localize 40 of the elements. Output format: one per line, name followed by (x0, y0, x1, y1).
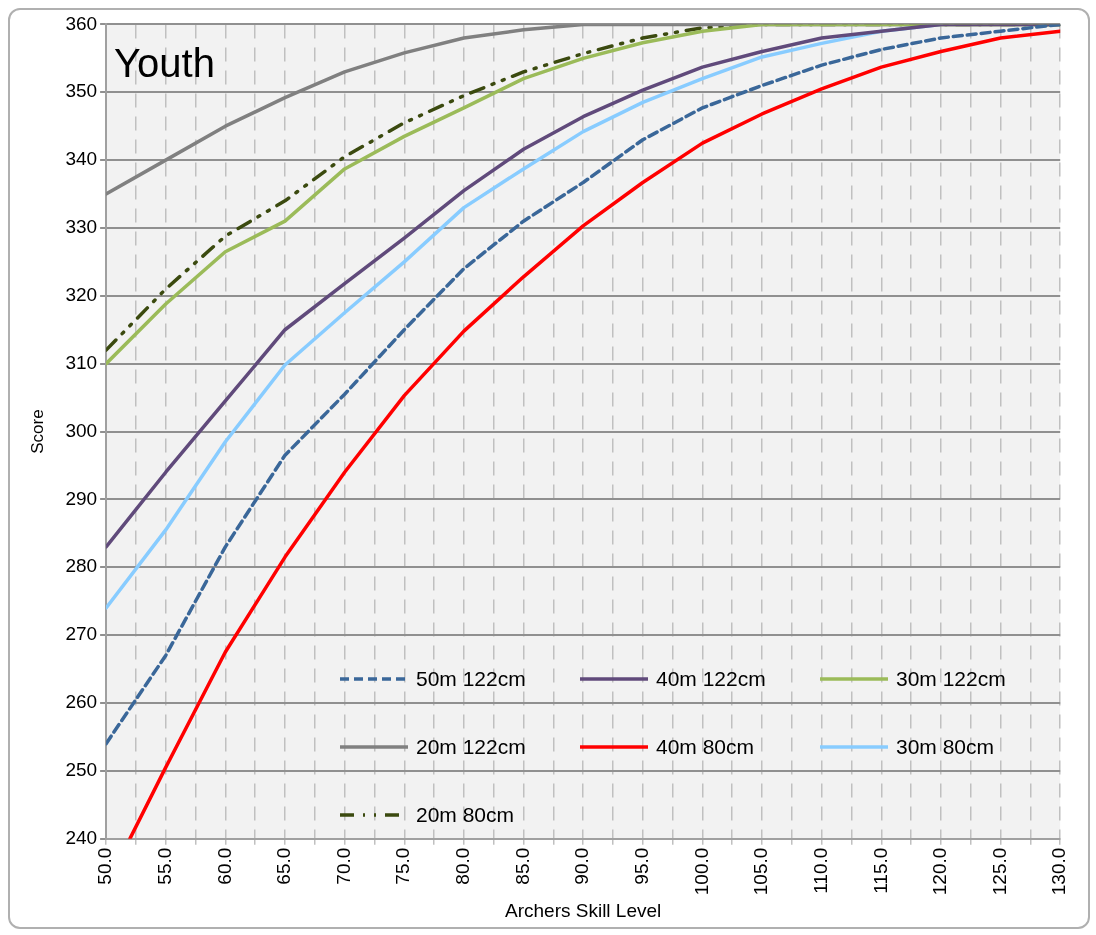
x-tick-label: 85.0 (511, 847, 533, 885)
chart-title: Youth (114, 41, 215, 86)
x-tick-label: 80.0 (452, 847, 474, 885)
y-tick-label: 320 (65, 284, 98, 306)
x-tick-label: 120.0 (929, 847, 951, 896)
x-tick-label: 70.0 (332, 847, 354, 885)
y-axis-title: Score (27, 409, 47, 454)
x-tick-label: 130.0 (1048, 847, 1070, 896)
x-axis-title: Archers Skill Level (505, 899, 662, 921)
x-tick-label: 125.0 (988, 847, 1010, 896)
x-tick-label: 65.0 (273, 847, 295, 885)
legend-label: 50m 122cm (416, 667, 526, 691)
y-tick-label: 330 (65, 216, 98, 238)
x-tick-label: 55.0 (153, 847, 175, 885)
legend-label: 20m 122cm (416, 735, 526, 759)
y-tick-label: 240 (65, 826, 98, 848)
legend-label: 30m 80cm (896, 735, 995, 759)
legend-label: 40m 80cm (656, 735, 755, 759)
x-tick-label: 60.0 (213, 847, 235, 885)
y-tick-label: 260 (65, 691, 98, 713)
x-tick-label: 75.0 (392, 847, 414, 885)
x-tick-label: 50.0 (94, 847, 116, 885)
legend-label: 20m 80cm (416, 803, 515, 827)
x-tick-label: 115.0 (869, 847, 891, 894)
x-tick-label: 100.0 (690, 847, 712, 896)
y-tick-label: 300 (65, 419, 98, 441)
y-tick-label: 310 (65, 351, 98, 373)
y-tick-label: 270 (65, 623, 98, 645)
x-tick-label: 105.0 (750, 847, 772, 896)
legend-label: 40m 122cm (656, 667, 766, 691)
x-tick-label: 110.0 (809, 847, 831, 894)
y-tick-label: 250 (65, 759, 98, 781)
y-tick-label: 360 (65, 12, 98, 34)
y-tick-label: 290 (65, 487, 98, 509)
legend-label: 30m 122cm (896, 667, 1006, 691)
y-tick-label: 280 (65, 555, 98, 577)
y-tick-label: 340 (65, 148, 98, 170)
x-tick-label: 90.0 (571, 847, 593, 885)
x-tick-label: 95.0 (631, 847, 653, 885)
y-tick-label: 350 (65, 80, 98, 102)
